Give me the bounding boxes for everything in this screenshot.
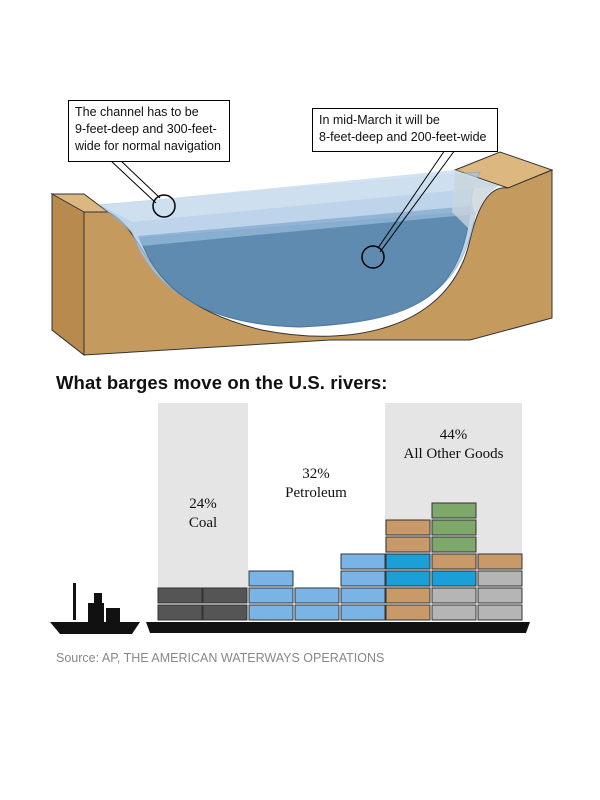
- callout-left-leader-2: [119, 159, 161, 199]
- normal-navigation-callout: The channel has to be 9-feet-deep and 30…: [68, 100, 230, 162]
- callout-line: The channel has to be: [75, 105, 199, 119]
- petroleum-cargo-box: [248, 587, 294, 604]
- other-goods-percent: 44%: [439, 427, 468, 443]
- source-credit: Source: AP, THE AMERICAN WATERWAYS OPERA…: [56, 651, 385, 665]
- river-cross-section: [50, 149, 554, 357]
- other-cargo-box: [431, 604, 477, 621]
- normal-channel-surface: [100, 170, 500, 222]
- other-cargo-box: [431, 536, 477, 553]
- petroleum-cargo-box: [340, 604, 386, 621]
- mid-march-callout: In mid-March it will be 8-feet-deep and …: [312, 108, 498, 152]
- callout-line: 9-feet-deep and 300-feet-: [75, 122, 217, 136]
- tugboat: [50, 583, 140, 634]
- march-level-marker: [361, 245, 385, 269]
- petroleum-cargo-box: [340, 570, 386, 587]
- right-bank-slope: [452, 172, 500, 230]
- other-cargo-box: [431, 519, 477, 536]
- other-cargo-box: [431, 587, 477, 604]
- petroleum-cargo-box: [248, 570, 294, 587]
- other-cargo-box: [385, 604, 431, 621]
- normal-level-marker: [152, 194, 176, 218]
- other-cargo-box: [385, 570, 431, 587]
- petroleum-label: 32% Petroleum: [248, 465, 384, 503]
- coal-category: Coal: [188, 515, 218, 531]
- other-goods-category: All Other Goods: [403, 446, 504, 462]
- other-cargo-box: [431, 502, 477, 519]
- petroleum-percent: 32%: [302, 466, 330, 482]
- other-cargo-box: [385, 553, 431, 570]
- other-cargo-box: [385, 587, 431, 604]
- petroleum-cargo-box: [294, 587, 340, 604]
- coal-label: 24% Coal: [158, 495, 248, 533]
- petroleum-cargo-box: [340, 553, 386, 570]
- coal-panel: [158, 403, 248, 588]
- other-cargo-box: [477, 587, 523, 604]
- petroleum-cargo-box: [248, 604, 294, 621]
- other-cargo-box: [385, 519, 431, 536]
- barge-cargo: [157, 502, 523, 621]
- other-cargo-box: [477, 604, 523, 621]
- other-cargo-box: [431, 553, 477, 570]
- callout-line: In mid-March it will be: [319, 113, 440, 127]
- petroleum-cargo-box: [294, 604, 340, 621]
- callout-left-leader: [109, 159, 157, 204]
- other-goods-label: 44% All Other Goods: [385, 426, 522, 464]
- other-cargo-box: [385, 536, 431, 553]
- other-cargo-box: [477, 553, 523, 570]
- march-channel-surface: [138, 206, 476, 246]
- callout-line: 8-feet-deep and 200-feet-wide: [319, 130, 487, 144]
- petroleum-cargo-box: [340, 587, 386, 604]
- barge-hull: [146, 622, 530, 633]
- coal-cargo-box: [157, 587, 203, 604]
- left-bank-front: [51, 193, 85, 357]
- coal-cargo-box: [202, 604, 248, 621]
- other-cargo-box: [431, 570, 477, 587]
- march-channel-water: [139, 211, 471, 328]
- petroleum-category: Petroleum: [285, 485, 347, 501]
- callout-line: wide for normal navigation: [75, 139, 221, 153]
- callout-right-leader: [377, 149, 446, 249]
- callout-right-leader-2: [379, 149, 456, 253]
- chart-title: What barges move on the U.S. rivers:: [56, 372, 388, 393]
- coal-cargo-box: [157, 604, 203, 621]
- coal-percent: 24%: [189, 496, 217, 512]
- other-cargo-box: [477, 570, 523, 587]
- coal-cargo-box: [202, 587, 248, 604]
